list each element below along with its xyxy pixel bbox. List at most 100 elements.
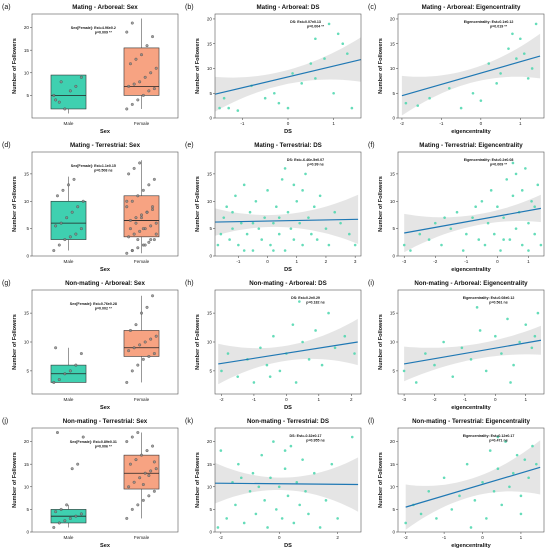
data-point [508, 485, 511, 489]
data-point [219, 232, 223, 236]
data-point [129, 218, 132, 222]
data-point [68, 369, 72, 373]
data-point [440, 243, 443, 247]
data-point [489, 189, 493, 192]
data-point [289, 227, 293, 230]
data-point [152, 489, 156, 493]
y-tick-label: 20 [390, 439, 396, 444]
y-tick-label: 5 [392, 368, 395, 373]
plot-frame [214, 427, 362, 533]
data-point [404, 101, 408, 105]
data-point [81, 199, 85, 203]
data-point [301, 340, 304, 344]
data-point [533, 205, 536, 209]
data-point [515, 57, 518, 60]
y-tick-label: 15 [390, 171, 396, 176]
data-point [486, 221, 490, 225]
data-point [298, 503, 301, 507]
data-point [424, 352, 427, 355]
data-point [56, 431, 59, 434]
plot-frame [397, 13, 545, 119]
data-point [237, 462, 240, 466]
data-point [350, 435, 354, 439]
panel-l: (l) Non-mating - Terrestrial: Eigencentra… [368, 418, 545, 549]
data-point [216, 526, 220, 529]
data-point [266, 189, 269, 192]
data-point [459, 106, 463, 110]
y-tick-label: 15 [24, 171, 30, 176]
data-point [127, 235, 131, 239]
panel-label: (e) [185, 142, 194, 149]
data-point [145, 210, 149, 214]
panel-d: (d) Mating - Terrestrial: Sex 0 5 10 15 Male Fe… [2, 142, 179, 273]
x-axis-label: DS [284, 543, 292, 549]
y-tick-label: 15 [24, 311, 30, 316]
data-point [283, 249, 287, 252]
data-point [151, 205, 154, 209]
data-point [515, 453, 519, 457]
data-point [219, 449, 223, 452]
data-point [402, 369, 406, 373]
data-point [314, 37, 317, 41]
y-tick-label: 15 [207, 311, 213, 316]
x-tick-label: -1 [463, 397, 468, 402]
chart-title: Non-mating - Terrestrial: DS [247, 418, 329, 425]
y-axis-label: Number of Followers [378, 452, 384, 508]
data-point [339, 221, 342, 225]
data-point [507, 47, 510, 50]
data-point [496, 435, 500, 439]
data-point [292, 521, 296, 525]
regression-line [214, 218, 359, 223]
plot-frame [31, 13, 179, 119]
data-point [435, 517, 438, 520]
data-point [220, 369, 223, 373]
data-point [348, 232, 351, 236]
data-point [301, 458, 304, 461]
data-point [129, 462, 132, 466]
data-point [227, 106, 230, 110]
x-tick-label: 0 [496, 259, 499, 264]
data-point [252, 381, 256, 384]
data-point [475, 306, 479, 309]
y-tick-label: 15 [207, 41, 213, 46]
data-point [57, 521, 61, 525]
data-point [536, 311, 540, 315]
data-point [143, 340, 147, 344]
data-point [272, 440, 275, 443]
data-point [447, 86, 451, 90]
data-point [481, 480, 484, 484]
stat-annotation-p: p=0.004 ** [307, 25, 325, 29]
plot-frame [31, 151, 179, 257]
y-tick-label: 0 [26, 530, 29, 535]
y-tick-label: 15 [24, 48, 30, 53]
y-axis-label: Number of Followers [12, 314, 18, 370]
data-point [502, 238, 505, 241]
data-point [130, 249, 134, 252]
data-point [286, 106, 290, 110]
data-point [154, 221, 158, 225]
x-axis-label: Sex [100, 405, 111, 411]
data-point [332, 91, 335, 95]
data-point [81, 435, 85, 439]
data-point [433, 221, 437, 225]
data-point [301, 189, 304, 192]
data-point [225, 517, 228, 520]
y-tick-label: 10 [207, 66, 213, 71]
data-point [304, 490, 307, 493]
stat-annotation: Eigencentrality: Est=0.2±0.08 [464, 158, 514, 162]
data-point [134, 221, 138, 225]
plot-frame [214, 13, 362, 119]
x-tick-label: 3 [354, 259, 357, 264]
chart-title: Non-mating - Terrestrial: Sex [63, 418, 148, 425]
data-point [442, 340, 445, 344]
y-axis-label: Number of Followers [195, 176, 201, 232]
data-point [278, 369, 282, 373]
stat-annotation-p: p=0.471 ns [489, 439, 507, 443]
data-point [269, 243, 272, 247]
x-tick-label: -2 [433, 259, 438, 264]
y-axis-label: Number of Followers [378, 38, 384, 94]
data-point [272, 221, 275, 225]
data-point [533, 232, 536, 236]
data-point [527, 221, 530, 225]
